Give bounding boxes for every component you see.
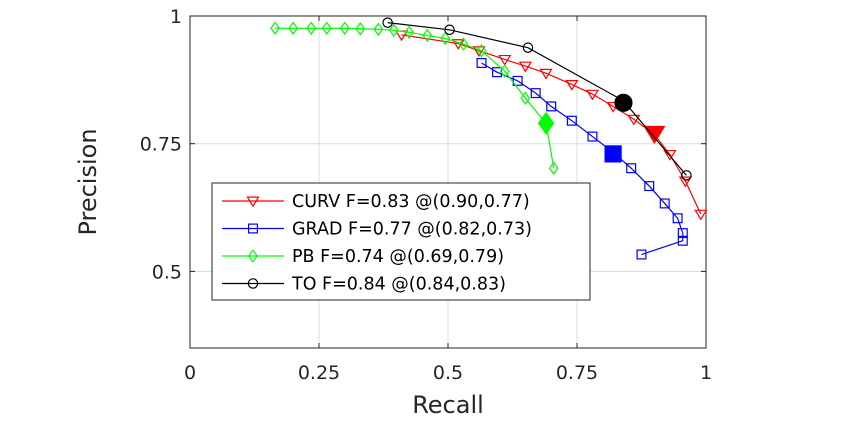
series-pb-point [499, 64, 510, 78]
legend-curv-label: CURV F=0.83 @(0.90,0.77) [292, 192, 530, 212]
series-grad-point [546, 101, 557, 112]
series-pb-point [520, 91, 531, 106]
series-grad-point [476, 57, 487, 68]
series-grad-point [659, 198, 670, 209]
series-grad-point [644, 181, 655, 192]
series-pb-point [355, 21, 366, 36]
series-to-point [681, 170, 692, 181]
series-pb-point [440, 31, 451, 46]
series-pb-point [476, 43, 487, 58]
series-to-line [387, 22, 687, 176]
series [270, 17, 708, 260]
series-pb-best-point [537, 111, 555, 135]
x-tick-label: 0 [184, 362, 196, 384]
series-curv-point [585, 89, 600, 101]
series-pb-line [275, 27, 555, 169]
series-grad [476, 57, 688, 260]
series-curv-point [498, 54, 512, 66]
series-pb-point [306, 21, 317, 36]
series-to [382, 17, 692, 181]
y-tick-label: 1 [170, 6, 182, 28]
x-tick-label: 0.25 [298, 362, 340, 384]
series-curv-point [451, 39, 465, 50]
axis-ticks: 0 0.25 0.5 0.75 1 0.5 0.75 1 [140, 6, 712, 384]
legend-box [211, 182, 591, 301]
series-curv-point [678, 176, 692, 188]
legend-pb-marker [248, 249, 258, 263]
series-pb [270, 21, 559, 176]
y-tick-label: 0.5 [152, 261, 182, 283]
series-curv-point [694, 209, 708, 221]
x-tick-label: 1 [700, 362, 712, 384]
series-grad-best-point [604, 145, 622, 163]
legend-grad-marker [248, 223, 259, 234]
series-curv-point [518, 61, 532, 73]
x-tick-label: 0.75 [556, 362, 598, 384]
series-pb-point [339, 21, 350, 36]
series-pb-point [458, 37, 469, 51]
series-to-best-point [614, 93, 633, 112]
series-grad-point [530, 88, 541, 99]
series-curv-point [565, 79, 579, 91]
series-pb-point [548, 161, 559, 176]
series-curv-point [663, 149, 677, 161]
series-curv-point [539, 68, 553, 80]
series-to-point [382, 17, 393, 28]
series-to-point [522, 42, 534, 53]
series-grad-point [587, 131, 598, 142]
series-grad-point [636, 249, 647, 260]
series-pb-point [404, 25, 415, 40]
series-grad-point [512, 75, 523, 86]
x-tick-label: 0.5 [433, 362, 463, 384]
series-grad-point [677, 228, 688, 239]
series-pb-point [321, 21, 332, 36]
series-pb-point [270, 21, 281, 36]
y-tick-label: 0.75 [140, 134, 182, 156]
legend-pb-label: PB F=0.74 @(0.69,0.79) [292, 247, 504, 267]
series-pb-point [422, 28, 433, 43]
series-pb-point [373, 22, 384, 37]
series-grad-point [626, 163, 637, 174]
series-grad-point [677, 235, 688, 246]
legend: CURV F=0.83 @(0.90,0.77) GRAD F=0.77 @(0.… [211, 182, 591, 301]
series-pb-point [288, 21, 299, 36]
legend-to-label: TO F=0.84 @(0.84,0.83) [291, 275, 506, 295]
legend-curv-marker [246, 196, 260, 208]
series-grad-point [566, 115, 577, 126]
series-to-point [444, 24, 455, 36]
y-axis-label: Precision [74, 128, 102, 235]
series-curv-point [627, 114, 641, 126]
x-axis-label: Recall [412, 391, 484, 419]
legend-to-marker [247, 278, 259, 289]
legend-grad-label: GRAD F=0.77 @(0.82,0.73) [292, 220, 532, 240]
series-grad-point [672, 213, 683, 224]
series-curv-best-point [643, 125, 666, 145]
series-pb-point [388, 23, 399, 38]
